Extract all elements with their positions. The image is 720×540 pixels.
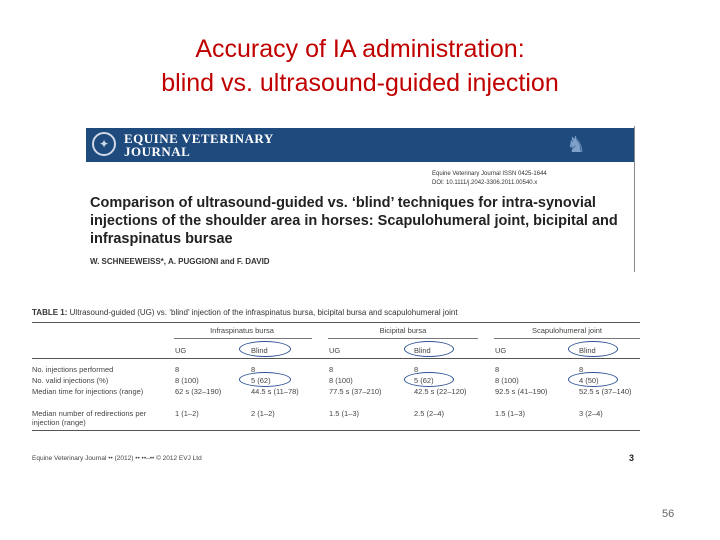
table-caption: TABLE 1: Ultrasound-guided (UG) vs. ‘bli… [32,308,458,317]
group-scapulohumeral: Scapulohumeral joint [531,326,603,335]
table-cell: 8 [329,365,334,374]
table-cell: 44.5 s (11–78) [251,387,299,396]
article-authors: W. SCHNEEWEISS*, A. PUGGIONI and F. DAVI… [90,257,270,266]
group-rule-infraspinatus [174,338,312,339]
highlight-valid-scapulohumeral [568,372,618,387]
highlight-blind-scapulohumeral [568,341,618,357]
table-cell: 3 (2–4) [579,409,603,418]
table-cell: 8 [175,365,180,374]
group-rule-bicipital [328,338,478,339]
table-footer: Equine Veterinary Journal •• (2012) •• •… [32,455,202,462]
table-cell: 8 [579,365,584,374]
table-cell: 8 [495,365,500,374]
journal-doi: DOI: 10.1111/j.2042-3306.2011.00540.x [432,180,538,186]
journal-issn: Equine Veterinary Journal ISSN 0425-1644 [432,171,547,177]
slide-title-line-2: blind vs. ultrasound-guided injection [161,69,559,97]
highlight-valid-infraspinatus [239,372,291,387]
col-head-ug-scapulohumeral: UG [495,346,507,355]
table-bottom-rule [32,430,640,431]
table-cell: 8 (100) [175,376,199,385]
row-label-redirections: Median number of redirections per inject… [32,409,147,427]
journal-name-line-1: EQUINE VETERINARY [124,131,274,146]
slide-title: Accuracy of IA administration: blind vs.… [0,32,720,100]
journal-name-line-2: JOURNAL [124,144,191,159]
row-label-performed: No. injections performed [32,365,114,374]
highlight-blind-infraspinatus [239,341,291,357]
slide-number: 56 [662,508,675,520]
table-cell: 1 (1–2) [175,409,199,418]
table-caption-label: TABLE 1: [32,308,68,317]
highlight-valid-bicipital [404,372,454,387]
journal-banner: ✦ EQUINE VETERINARY JOURNAL ♞ [86,128,634,162]
group-bicipital: Bicipital bursa [379,326,427,335]
table-cell: 1.5 (1–3) [329,409,360,418]
table-cell: 1.5 (1–3) [495,409,526,418]
results-table: TABLE 1: Ultrasound-guided (UG) vs. ‘bli… [32,298,640,470]
journal-logo-icon: ✦ [92,132,116,156]
table-cell: 42.5 s (22–120) [414,387,467,396]
group-infraspinatus: Infraspinatus bursa [210,326,274,335]
table-cell: 8 [251,365,256,374]
table-caption-text: Ultrasound-guided (UG) vs. ‘blind’ injec… [69,308,458,317]
table-cell: 92.5 s (41–190) [495,387,548,396]
col-head-ug-infraspinatus: UG [175,346,187,355]
table-cell: 8 (100) [495,376,519,385]
table-cell: 52.5 s (37–140) [579,387,632,396]
table-cell: 77.5 s (37–210) [329,387,382,396]
highlight-blind-bicipital [404,341,454,357]
slide-title-line-1: Accuracy of IA administration: [195,35,525,63]
row-label-valid: No. valid injections (%) [32,376,109,385]
table-cell: 2.5 (2–4) [414,409,445,418]
page-number: 3 [629,453,635,463]
table-cell: 2 (1–2) [251,409,275,418]
journal-meta: Equine Veterinary Journal ISSN 0425-1644… [432,170,547,188]
article-title: Comparison of ultrasound-guided vs. ‘bli… [90,195,618,247]
col-head-ug-bicipital: UG [329,346,341,355]
table-header-rule [32,358,640,359]
row-label-time: Median time for injections (range) [32,387,144,396]
table-cell: 8 [414,365,419,374]
horse-illustration-icon: ♞ [566,132,586,157]
table-top-rule [32,322,640,323]
table-cell: 62 s (32–190) [175,387,222,396]
group-rule-scapulohumeral [494,338,640,339]
journal-name: EQUINE VETERINARY JOURNAL [124,132,274,158]
table-cell: 8 (100) [329,376,353,385]
journal-article-header: ✦ EQUINE VETERINARY JOURNAL ♞ Equine Vet… [42,126,635,272]
